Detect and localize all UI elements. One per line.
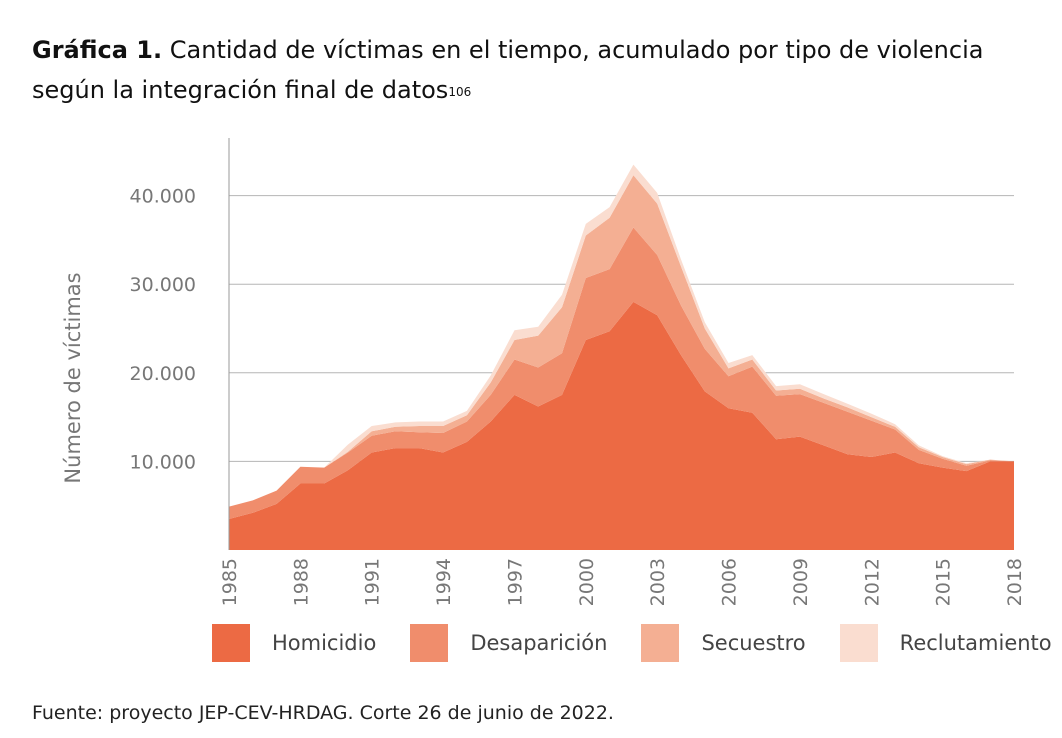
area-secuestro: [229, 175, 1014, 507]
y-tick-label: 40.000: [130, 186, 196, 208]
legend-label: Desaparición: [470, 631, 608, 655]
x-tick-label: 1997: [504, 558, 526, 606]
legend-label: Homicidio: [272, 631, 377, 655]
y-tick-labels: 10.000 20.000 30.000 40.000: [130, 186, 196, 474]
legend-label: Secuestro: [701, 631, 806, 655]
area-homicidio: [229, 301, 1014, 550]
x-tick-label: 2012: [861, 558, 883, 606]
legend-item-homicidio: Homicidio: [212, 624, 376, 662]
x-tick-label: 1994: [433, 558, 455, 606]
legend-item-desaparición: Desaparición: [410, 624, 607, 662]
x-tick-label: 2015: [933, 558, 955, 606]
stacked-area-chart: 10.000 20.000 30.000 40.000 1985 1988 1991 199…: [61, 138, 1026, 606]
y-tick-label: 30.000: [130, 274, 196, 296]
area-desaparición: [229, 227, 1014, 519]
x-tick-label: 1985: [219, 558, 241, 606]
x-tick-label: 1988: [290, 558, 312, 606]
x-tick-label: 2000: [576, 558, 598, 606]
legend-swatch: [212, 624, 250, 662]
legend-item-reclutamiento: Reclutamiento: [839, 624, 1052, 662]
x-tick-label: 1991: [362, 558, 384, 606]
source-note: Fuente: proyecto JEP-CEV-HRDAG. Corte 26…: [32, 702, 614, 724]
footnote-marker: 106: [448, 85, 472, 99]
legend-item-secuestro: Secuestro: [641, 624, 806, 662]
x-tick-label: 2009: [790, 558, 812, 606]
y-tick-label: 20.000: [130, 363, 196, 385]
chart-title: Gráfica 1. Cantidad de víctimas en el ti…: [32, 30, 1032, 110]
x-tick-label: 2003: [647, 558, 669, 606]
legend-swatch: [641, 624, 680, 662]
chart-title-label: Gráfica 1.: [32, 36, 163, 64]
y-axis-label: Número de víctimas: [61, 272, 85, 483]
legend-swatch: [410, 624, 449, 662]
chart-legend: Homicidio Desaparición Secuestro Reclutamie…: [212, 623, 1062, 663]
y-tick-label: 10.000: [130, 451, 196, 473]
x-tick-label: 2006: [719, 558, 741, 606]
chart-title-text: Cantidad de víctimas en el tiempo, acumu…: [32, 36, 984, 104]
chart-areas: [229, 164, 1014, 550]
x-tick-label: 2018: [1004, 558, 1026, 606]
x-tick-labels: 1985 1988 1991 1994 1997 2000 2003 2006 2009 2012…: [219, 558, 1026, 606]
legend-swatch: [839, 624, 878, 662]
legend-label: Reclutamiento: [899, 631, 1052, 655]
